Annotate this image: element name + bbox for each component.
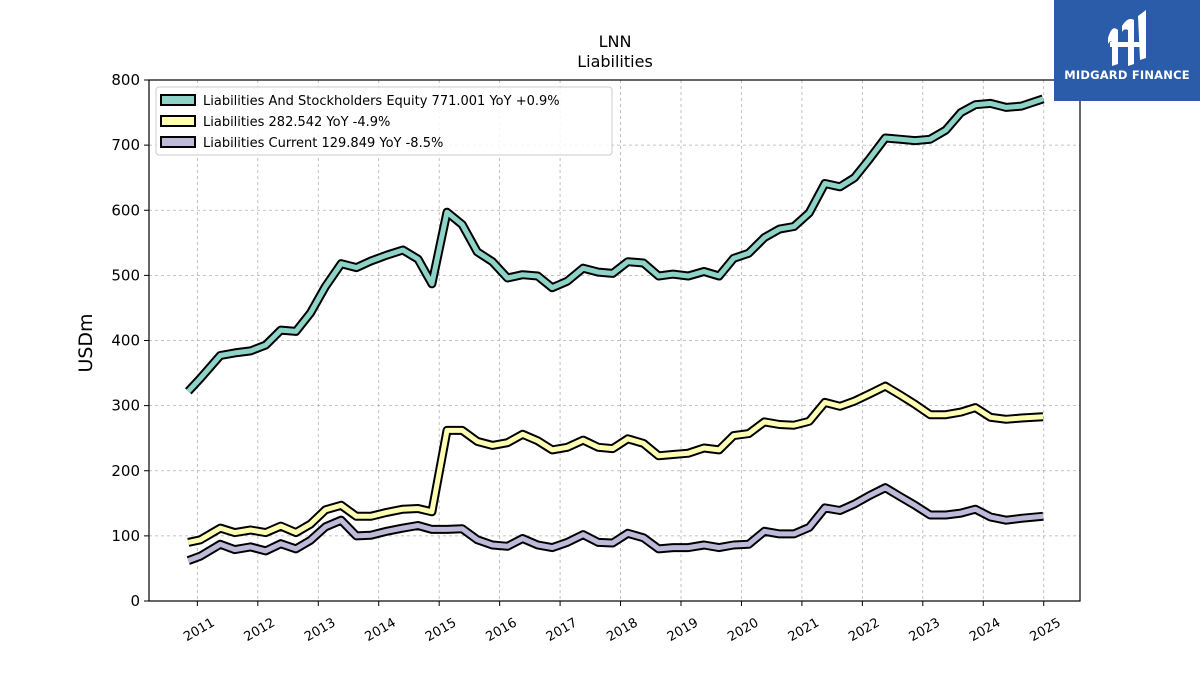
brand-logo: MIDGARD FINANCE	[1054, 0, 1200, 101]
y-tick-label: 700	[111, 136, 140, 154]
logo-text: MIDGARD FINANCE	[1064, 68, 1190, 82]
x-tick-label: 2020	[725, 615, 761, 645]
series-line-2	[187, 381, 1044, 547]
x-tick-label: 2018	[604, 615, 640, 645]
y-tick-label: 300	[111, 397, 140, 415]
y-axis: 0 100 200 300 400 500 600 700 800	[111, 71, 149, 610]
series-stroke	[187, 485, 1044, 563]
legend-item: Liabilities And Stockholders Equity 771.…	[160, 94, 560, 109]
y-tick-label: 0	[130, 592, 140, 610]
x-tick-label: 2022	[846, 615, 882, 645]
series-line-1	[185, 94, 1045, 395]
legend: Liabilities And Stockholders Equity 771.…	[155, 86, 613, 156]
x-tick-label: 2012	[242, 615, 278, 645]
x-tick-label: 2023	[907, 615, 943, 645]
x-tick-label: 2024	[967, 615, 1003, 645]
y-tick-label: 500	[111, 266, 140, 284]
y-tick-label: 800	[111, 71, 140, 89]
x-tick-label: 2021	[786, 615, 822, 645]
y-tick-label: 200	[111, 462, 140, 480]
legend-swatch	[160, 136, 196, 148]
x-tick-label: 2016	[483, 615, 519, 645]
y-tick-label: 600	[111, 201, 140, 219]
x-tick-label: 2014	[363, 615, 399, 645]
y-tick-label: 100	[111, 527, 140, 545]
legend-label: Liabilities Current 129.849 YoY -8.5%	[203, 136, 443, 151]
series-stroke	[187, 383, 1044, 545]
logo-mark-icon	[1108, 10, 1146, 66]
x-tick-label: 2019	[665, 615, 701, 645]
legend-swatch	[160, 115, 196, 127]
legend-swatch	[160, 94, 196, 106]
legend-box	[155, 86, 613, 156]
chart-title: LNN	[599, 32, 632, 51]
x-axis: 2011 2012 2013 2014 2015 2016 2017 2018 2019 2020…	[181, 601, 1064, 645]
series-layer	[185, 94, 1045, 565]
x-tick-label: 2025	[1028, 615, 1064, 645]
series-line-3	[186, 483, 1044, 565]
x-tick-label: 2013	[302, 615, 338, 645]
legend-item: Liabilities Current 129.849 YoY -8.5%	[160, 136, 443, 151]
legend-label: Liabilities 282.542 YoY -4.9%	[203, 115, 390, 130]
grid	[149, 79, 1080, 602]
legend-item: Liabilities 282.542 YoY -4.9%	[160, 115, 390, 130]
x-tick-label: 2015	[423, 615, 459, 645]
y-tick-label: 400	[111, 332, 140, 350]
legend-label: Liabilities And Stockholders Equity 771.…	[203, 94, 560, 109]
chart-subtitle: Liabilities	[577, 52, 653, 71]
x-tick-label: 2011	[181, 615, 217, 645]
x-tick-label: 2017	[544, 615, 580, 645]
y-axis-label: USDm	[75, 313, 97, 372]
series-stroke	[186, 96, 1044, 394]
